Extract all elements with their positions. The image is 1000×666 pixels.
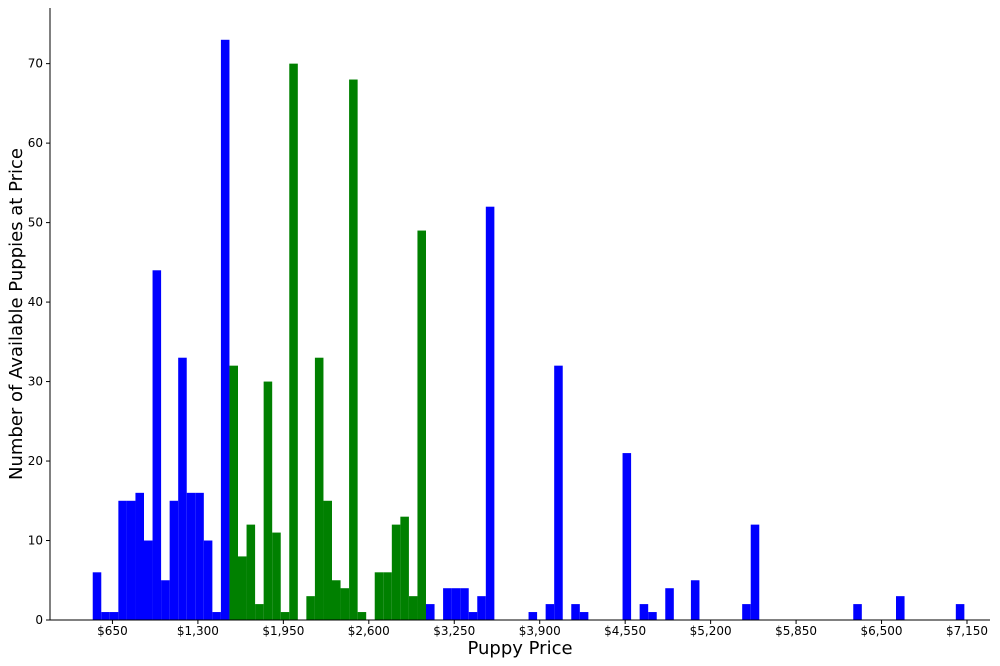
histogram-bar-43 bbox=[485, 206, 495, 620]
y-tick-label: 50 bbox=[28, 216, 43, 230]
y-axis-title: Number of Available Puppies at Price bbox=[6, 148, 27, 480]
histogram-bar-35 bbox=[408, 596, 418, 620]
histogram-bar-5 bbox=[135, 492, 144, 620]
histogram-bar-53 bbox=[690, 580, 700, 620]
histogram-bar-52 bbox=[665, 588, 674, 620]
histogram-bar-4 bbox=[126, 500, 136, 620]
x-tick-label: $6,500 bbox=[861, 624, 903, 638]
histogram-bar-16 bbox=[229, 365, 238, 620]
histogram-bar-46 bbox=[554, 365, 563, 620]
x-tick-label: $1,300 bbox=[177, 624, 219, 638]
histogram-bar-18 bbox=[246, 524, 256, 620]
histogram-bar-7 bbox=[152, 270, 162, 620]
histogram-bar-41 bbox=[468, 612, 478, 620]
histogram-bar-26 bbox=[323, 500, 332, 620]
x-tick-label: $1,950 bbox=[262, 624, 304, 638]
histogram-bar-9 bbox=[169, 500, 179, 620]
y-tick-label: 70 bbox=[28, 57, 43, 71]
histogram-bar-28 bbox=[340, 588, 350, 620]
y-tick-label: 0 bbox=[35, 613, 43, 627]
x-tick-label: $4,550 bbox=[604, 624, 646, 638]
histogram-bar-23 bbox=[289, 63, 298, 620]
histogram-bar-32 bbox=[383, 572, 392, 620]
y-tick-label: 10 bbox=[28, 534, 43, 548]
histogram-bar-55 bbox=[750, 524, 760, 620]
histogram-bar-44 bbox=[528, 612, 538, 620]
histogram-bar-31 bbox=[374, 572, 384, 620]
histogram-bar-2 bbox=[109, 612, 119, 620]
histogram-bar-25 bbox=[314, 357, 324, 620]
histogram-bar-45 bbox=[545, 604, 555, 620]
x-tick-label: $5,850 bbox=[775, 624, 817, 638]
x-tick-label: $5,200 bbox=[690, 624, 732, 638]
histogram-bar-3 bbox=[118, 500, 127, 620]
histogram-bar-48 bbox=[579, 612, 589, 620]
y-tick-label: 20 bbox=[28, 454, 43, 468]
x-tick-label: $7,150 bbox=[946, 624, 988, 638]
histogram-bar-12 bbox=[195, 492, 204, 620]
histogram-bar-39 bbox=[451, 588, 461, 620]
histogram-bar-21 bbox=[272, 532, 281, 620]
histogram-bar-38 bbox=[443, 588, 452, 620]
histogram-bar-40 bbox=[460, 588, 469, 620]
y-ticks: 0 10 20 30 40 50 60 70 bbox=[28, 57, 50, 627]
histogram-bar-27 bbox=[332, 580, 341, 620]
x-axis-title: Puppy Price bbox=[467, 638, 572, 659]
histogram-bar-56 bbox=[853, 604, 862, 620]
histogram-bar-1 bbox=[101, 612, 110, 620]
histogram-bar-13 bbox=[203, 540, 213, 620]
histogram-bar-54 bbox=[742, 604, 751, 620]
histogram-bar-20 bbox=[263, 381, 273, 620]
y-tick-label: 60 bbox=[28, 136, 43, 150]
histogram-bar-0 bbox=[92, 572, 102, 620]
histogram-bar-34 bbox=[400, 516, 409, 620]
y-tick-label: 30 bbox=[28, 375, 43, 389]
x-tick-label: $3,900 bbox=[519, 624, 561, 638]
x-tick-label: $2,600 bbox=[348, 624, 390, 638]
histogram-bar-14 bbox=[212, 612, 221, 620]
histogram-bar-49 bbox=[622, 453, 632, 620]
y-tick-label: 40 bbox=[28, 295, 43, 309]
histogram-bar-47 bbox=[571, 604, 580, 620]
histogram-bar-51 bbox=[648, 612, 657, 620]
histogram-bar-15 bbox=[220, 39, 230, 621]
x-tick-label: $3,250 bbox=[433, 624, 475, 638]
histogram-bar-50 bbox=[639, 604, 649, 620]
histogram-bar-57 bbox=[896, 596, 905, 620]
histogram-bar-6 bbox=[144, 540, 153, 620]
histogram-bar-29 bbox=[349, 79, 358, 620]
histogram-bar-22 bbox=[280, 612, 290, 620]
histogram-bar-58 bbox=[955, 604, 965, 620]
histogram-bar-36 bbox=[417, 230, 426, 621]
histogram-bar-17 bbox=[238, 556, 247, 620]
histogram-bar-10 bbox=[178, 357, 187, 620]
x-ticks: $650 $1,300 $1,950 $2,600 $3,250 $3,900 $4,550… bbox=[97, 620, 988, 638]
histogram-bar-11 bbox=[186, 492, 196, 620]
histogram-bar-33 bbox=[391, 524, 401, 620]
histogram-bar-19 bbox=[255, 604, 264, 620]
histogram-bar-42 bbox=[477, 596, 486, 620]
histogram-bar-37 bbox=[426, 604, 435, 620]
histogram-bar-30 bbox=[357, 612, 367, 620]
bars-layer bbox=[92, 39, 965, 621]
histogram-bar-24 bbox=[306, 596, 315, 620]
x-tick-label: $650 bbox=[97, 624, 128, 638]
histogram-bar-8 bbox=[161, 580, 170, 620]
